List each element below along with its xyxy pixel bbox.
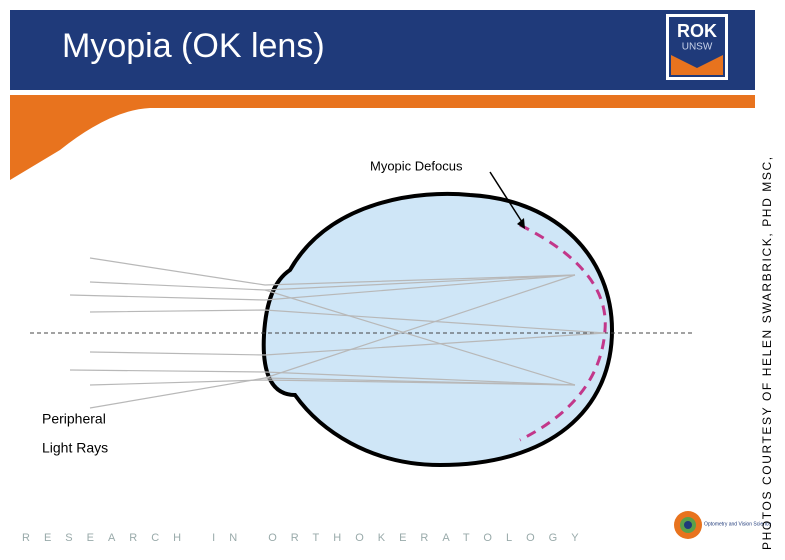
credit: PHOTOS COURTESY OF HELEN SWARBRICK, PHD …	[760, 155, 774, 550]
rays-label: Light Rays	[42, 440, 108, 456]
footer-logo-core	[684, 521, 692, 529]
rays-label: Peripheral	[42, 411, 106, 427]
page: Myopia (OK lens) ROK UNSW Myopic Defocus…	[0, 0, 785, 560]
footer-text: RESEARCH IN ORTHOKERATOLOGY	[22, 532, 593, 544]
slide: Myopia (OK lens) ROK UNSW Myopic Defocus…	[0, 0, 785, 555]
title: Myopia (OK lens)	[62, 27, 325, 65]
logo-text: ROK	[677, 21, 717, 41]
logo-subtext: UNSW	[682, 42, 713, 53]
annotation: Myopic Defocus	[370, 158, 463, 173]
